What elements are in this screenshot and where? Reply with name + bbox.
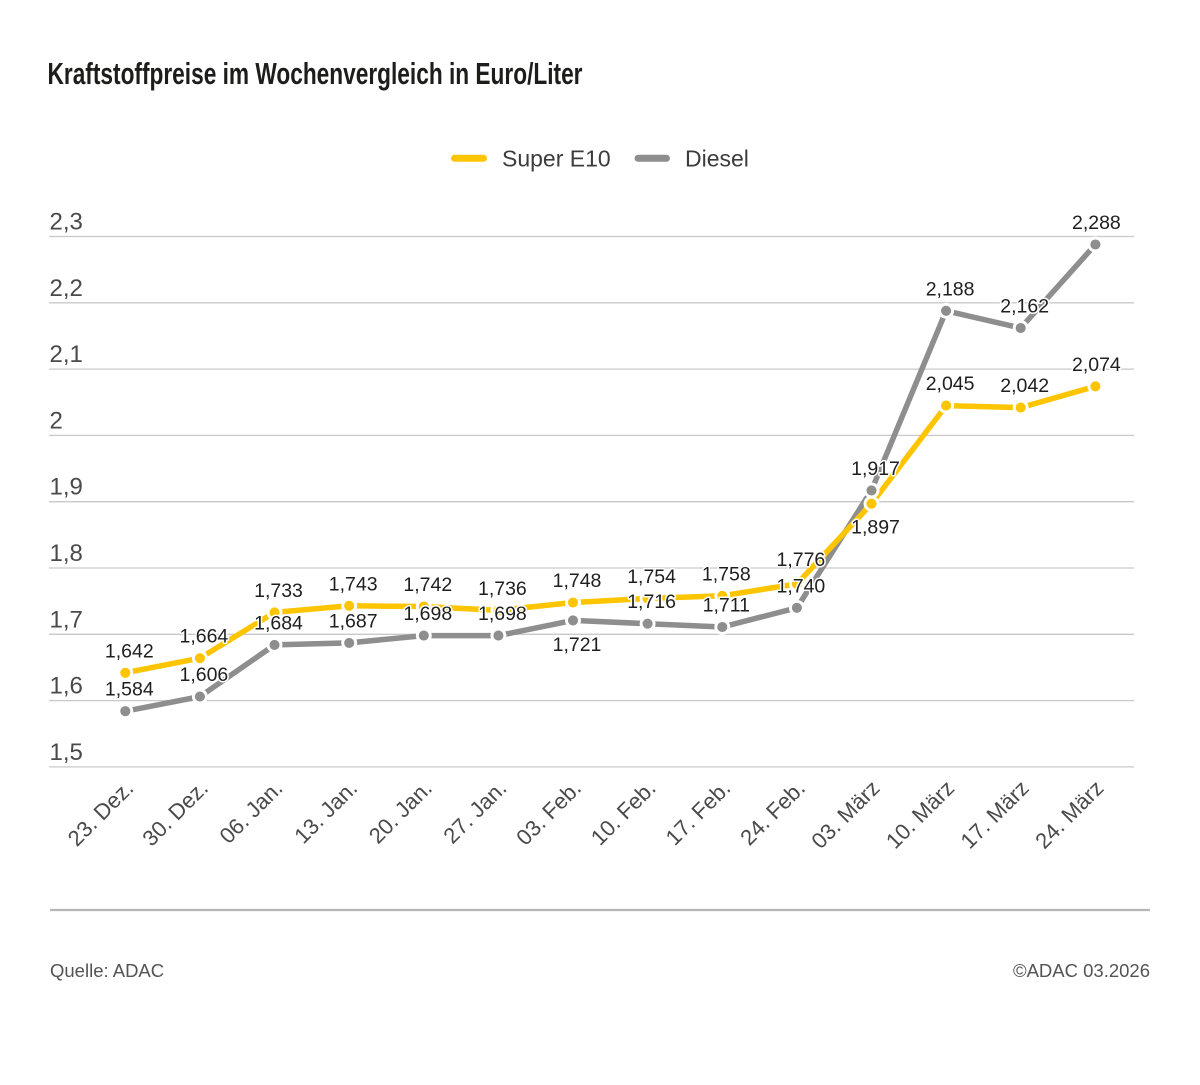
svg-text:1,711: 1,711 (703, 595, 750, 617)
svg-text:1,736: 1,736 (478, 578, 527, 600)
svg-text:2,042: 2,042 (1000, 375, 1049, 397)
svg-text:1,917: 1,917 (851, 458, 900, 480)
svg-text:1,733: 1,733 (254, 580, 303, 602)
svg-text:2,288: 2,288 (1072, 212, 1121, 234)
svg-text:1,698: 1,698 (403, 603, 452, 625)
svg-text:2: 2 (50, 407, 63, 434)
svg-text:03. März: 03. März (806, 775, 884, 853)
svg-text:1,748: 1,748 (553, 570, 602, 592)
svg-text:1,687: 1,687 (329, 610, 378, 632)
svg-text:1,5: 1,5 (50, 739, 83, 766)
svg-text:27. Jan.: 27. Jan. (438, 775, 511, 848)
svg-text:1,754: 1,754 (627, 566, 676, 588)
svg-text:Quelle: ADAC: Quelle: ADAC (50, 960, 164, 981)
svg-text:1,721: 1,721 (553, 634, 602, 656)
svg-text:10. März: 10. März (881, 775, 959, 853)
svg-text:1,8: 1,8 (50, 540, 83, 567)
svg-text:Diesel: Diesel (685, 146, 749, 172)
svg-text:2,045: 2,045 (926, 373, 975, 395)
svg-text:2,3: 2,3 (50, 209, 83, 236)
svg-text:1,9: 1,9 (50, 474, 83, 501)
svg-text:17. März: 17. März (956, 775, 1034, 853)
svg-text:1,7: 1,7 (50, 606, 83, 633)
svg-text:1,606: 1,606 (179, 664, 228, 686)
svg-text:17. Feb.: 17. Feb. (661, 775, 736, 850)
svg-text:1,897: 1,897 (851, 517, 900, 539)
svg-text:©ADAC 03.2026: ©ADAC 03.2026 (1013, 960, 1150, 981)
svg-text:2,1: 2,1 (50, 341, 83, 368)
svg-text:1,664: 1,664 (179, 626, 228, 648)
svg-text:Kraftstoffpreise im Wochenverg: Kraftstoffpreise im Wochenvergleich in E… (48, 56, 583, 91)
svg-text:13. Jan.: 13. Jan. (289, 775, 362, 848)
svg-text:10. Feb.: 10. Feb. (586, 775, 661, 850)
svg-text:23. Dez.: 23. Dez. (63, 775, 139, 851)
svg-text:30. Dez.: 30. Dez. (137, 775, 213, 851)
svg-text:1,716: 1,716 (627, 591, 676, 613)
svg-text:Super E10: Super E10 (502, 146, 611, 172)
svg-text:1,698: 1,698 (478, 603, 527, 625)
svg-text:06. Jan.: 06. Jan. (215, 775, 288, 848)
svg-text:1,740: 1,740 (776, 575, 825, 597)
svg-text:24. Feb.: 24. Feb. (735, 775, 810, 850)
svg-text:24. März: 24. März (1030, 775, 1108, 853)
svg-text:2,074: 2,074 (1072, 354, 1121, 376)
svg-text:20. Jan.: 20. Jan. (364, 775, 437, 848)
svg-text:2,2: 2,2 (50, 275, 83, 302)
svg-text:2,188: 2,188 (926, 278, 975, 300)
svg-text:1,742: 1,742 (403, 574, 452, 596)
svg-text:2,162: 2,162 (1000, 296, 1049, 318)
svg-text:1,642: 1,642 (105, 640, 154, 662)
svg-text:1,743: 1,743 (329, 573, 378, 595)
svg-text:03. Feb.: 03. Feb. (511, 775, 586, 850)
svg-text:1,684: 1,684 (254, 612, 303, 634)
svg-text:1,776: 1,776 (776, 549, 825, 571)
svg-text:1,6: 1,6 (50, 673, 83, 700)
svg-text:1,584: 1,584 (105, 679, 154, 701)
svg-text:1,758: 1,758 (702, 563, 751, 585)
